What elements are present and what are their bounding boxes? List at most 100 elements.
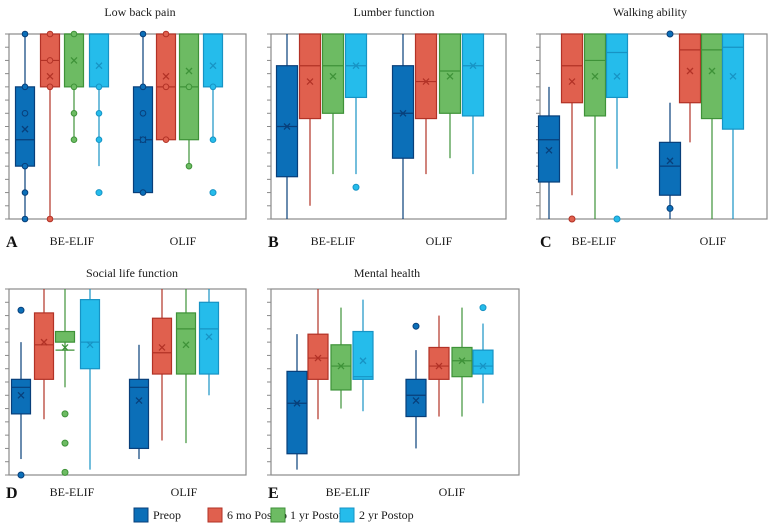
panel-c-title: Walking ability bbox=[613, 5, 687, 19]
point-series-2-group-0 bbox=[70, 136, 78, 144]
legend: Preop 6 mo Postop 1 yr Postop 2 yr Posto… bbox=[133, 507, 414, 523]
point-series-0-group-1 bbox=[139, 136, 147, 144]
point-series-3-group-1 bbox=[209, 83, 217, 91]
mean-marker-series-3-group-1 bbox=[469, 62, 477, 70]
box-series-2-group-1 bbox=[438, 33, 462, 114]
mean-marker-series-2-group-0 bbox=[591, 72, 599, 80]
legend-item-1yr: 1 yr Postop bbox=[270, 507, 345, 523]
panel-c-category-1: BE-ELIF bbox=[572, 234, 617, 248]
box-series-1-group-0 bbox=[298, 33, 322, 120]
mean-marker-series-0-group-1 bbox=[135, 397, 143, 405]
outlier-series-3-group-0 bbox=[95, 189, 103, 197]
box-series-2-group-1 bbox=[700, 33, 724, 120]
mean-marker-series-1-group-0 bbox=[306, 78, 314, 86]
panel-e-title: Mental health bbox=[354, 266, 420, 280]
box-series-0-group-1 bbox=[128, 378, 150, 450]
point-series-1-group-1 bbox=[162, 136, 170, 144]
box-series-2-group-1 bbox=[451, 346, 473, 378]
box-series-0-group-0 bbox=[275, 65, 299, 178]
mean-marker-series-1-group-0 bbox=[46, 72, 54, 80]
box-series-1-group-0 bbox=[560, 33, 584, 104]
mean-marker-series-1-group-1 bbox=[162, 72, 170, 80]
point-series-2-group-0 bbox=[70, 83, 78, 91]
panel-b-plot bbox=[267, 33, 507, 220]
point-series-3-group-1 bbox=[209, 136, 217, 144]
point-series-2-group-0 bbox=[70, 30, 78, 38]
point-series-3-group-0 bbox=[95, 136, 103, 144]
box-series-1-group-1 bbox=[414, 33, 438, 120]
point-series-1-group-1 bbox=[162, 30, 170, 38]
mean-marker-series-3-group-1 bbox=[205, 333, 213, 341]
panel-c: Walking ability C BE-ELIF OLIF bbox=[536, 5, 768, 251]
mean-marker-series-0-group-0 bbox=[283, 123, 291, 130]
box-series-3-group-1 bbox=[472, 349, 494, 375]
legend-swatch-1yr bbox=[270, 507, 286, 523]
legend-item-2yr: 2 yr Postop bbox=[339, 507, 414, 523]
box-series-2-group-1 bbox=[175, 312, 197, 375]
outlier-series-0-group-1 bbox=[666, 30, 674, 38]
legend-label-1yr: 1 yr Postop bbox=[290, 508, 345, 522]
panel-b-category-2: OLIF bbox=[426, 234, 453, 248]
panel-d-category-2: OLIF bbox=[171, 485, 198, 499]
outlier-series-0-group-0 bbox=[17, 306, 25, 314]
box-series-3-group-1 bbox=[198, 301, 220, 375]
point-series-1-group-0 bbox=[46, 57, 54, 64]
box-series-3-group-0 bbox=[79, 299, 101, 370]
outlier-series-3-group-0 bbox=[613, 215, 621, 223]
panel-e-category-1: BE-ELIF bbox=[326, 485, 371, 499]
panel-a-plot bbox=[5, 30, 247, 223]
box-series-2-group-0 bbox=[321, 33, 345, 114]
legend-swatch-6mo bbox=[207, 507, 223, 523]
box-series-2-group-0 bbox=[583, 33, 607, 117]
point-series-0-group-0 bbox=[21, 109, 29, 117]
mean-marker-series-3-group-1 bbox=[209, 62, 217, 70]
mean-marker-series-2-group-0 bbox=[61, 343, 69, 351]
mean-marker-series-2-group-0 bbox=[329, 72, 337, 80]
box-series-2-group-0 bbox=[330, 344, 352, 391]
box-series-3-group-0 bbox=[88, 33, 110, 88]
mean-marker-series-1-group-1 bbox=[435, 362, 443, 370]
outlier-series-2-group-0 bbox=[61, 468, 69, 476]
point-series-2-group-1 bbox=[185, 162, 193, 170]
panel-b-title: Lumber function bbox=[354, 5, 435, 19]
panel-c-category-2: OLIF bbox=[700, 234, 727, 248]
plot-frame bbox=[270, 288, 520, 476]
mean-marker-series-1-group-1 bbox=[158, 343, 166, 351]
box-series-3-group-1 bbox=[721, 33, 745, 130]
mean-marker-series-0-group-0 bbox=[293, 399, 301, 407]
mean-marker-series-2-group-1 bbox=[458, 357, 466, 365]
box-series-3-group-1 bbox=[202, 33, 224, 88]
mean-marker-series-3-group-0 bbox=[613, 72, 621, 80]
point-series-1-group-0 bbox=[46, 83, 54, 91]
point-series-1-group-1 bbox=[162, 83, 170, 91]
mean-marker-series-0-group-0 bbox=[21, 125, 29, 133]
mean-marker-series-3-group-0 bbox=[95, 62, 103, 70]
outlier-series-1-group-0 bbox=[568, 215, 576, 223]
point-series-2-group-0 bbox=[70, 109, 78, 117]
outlier-series-3-group-0 bbox=[352, 183, 360, 191]
panel-a-letter: A bbox=[6, 234, 18, 251]
mean-marker-series-0-group-1 bbox=[399, 109, 407, 117]
box-series-0-group-0 bbox=[10, 378, 32, 415]
panel-d-title: Social life function bbox=[86, 266, 178, 280]
mean-marker-series-0-group-0 bbox=[17, 391, 25, 399]
mean-marker-series-0-group-0 bbox=[545, 146, 553, 154]
mean-marker-series-2-group-0 bbox=[337, 362, 345, 370]
mean-marker-series-2-group-1 bbox=[185, 67, 193, 75]
mean-marker-series-1-group-0 bbox=[40, 338, 48, 346]
panel-e-letter: E bbox=[268, 485, 279, 502]
mean-marker-series-2-group-1 bbox=[708, 67, 716, 75]
legend-swatch-preop bbox=[133, 507, 149, 523]
outlier-series-3-group-1 bbox=[479, 304, 487, 312]
mean-marker-series-2-group-0 bbox=[70, 56, 78, 64]
outlier-series-2-group-0 bbox=[61, 410, 69, 418]
point-series-0-group-1 bbox=[139, 83, 147, 91]
mean-marker-series-3-group-0 bbox=[359, 357, 367, 365]
point-series-0-group-0 bbox=[21, 30, 29, 38]
panel-a-category-1: BE-ELIF bbox=[50, 234, 95, 248]
mean-marker-series-1-group-0 bbox=[314, 354, 322, 362]
box-series-2-group-0 bbox=[54, 330, 76, 343]
panel-b: Lumber function B BE-ELIF OLIF bbox=[267, 5, 507, 251]
box-series-1-group-1 bbox=[151, 317, 173, 375]
box-series-1-group-0 bbox=[307, 333, 329, 380]
